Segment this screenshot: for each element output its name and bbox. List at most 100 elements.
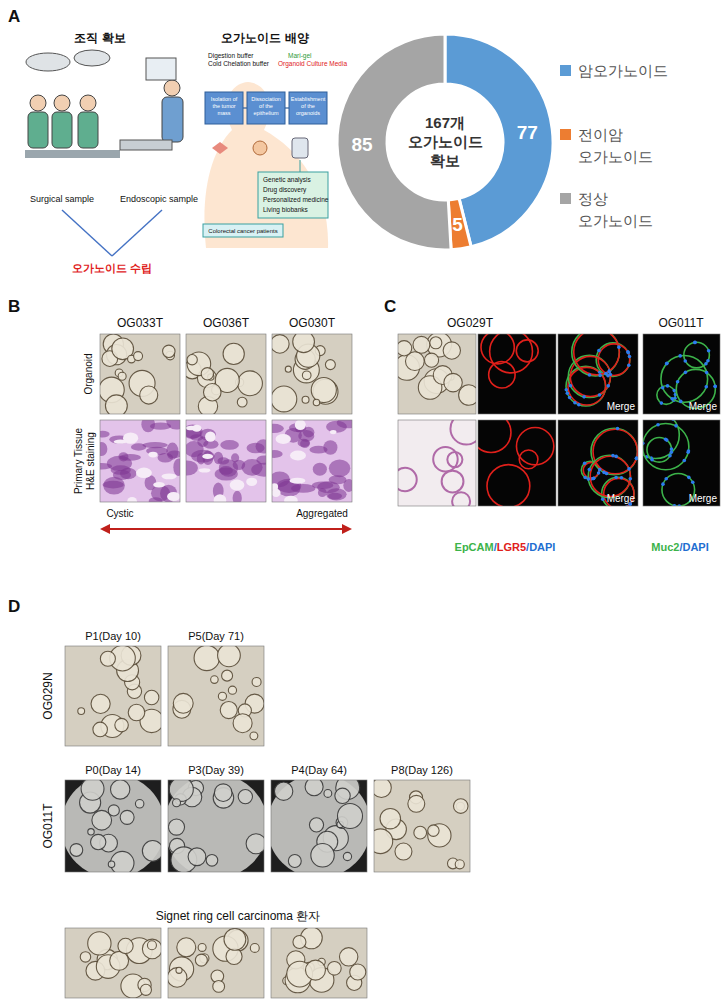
image-bg [271,928,367,998]
organoid [198,943,206,951]
organoid [293,334,315,353]
tissue [312,481,334,489]
image-frame [271,780,367,872]
field [271,780,367,872]
tissue [151,485,170,501]
micrograph [272,420,352,502]
nucleus [683,359,687,363]
line: 전이암 [578,126,623,143]
organoid [100,651,115,666]
spectrum-label: Cystic [106,508,133,519]
tissue [107,456,132,471]
lumen [123,432,138,443]
line: 정상 [578,190,608,207]
reagent: Digestion buffer [208,52,254,60]
row-label: OG029N [41,672,55,719]
image-frame [272,420,352,502]
tissue [291,484,315,493]
column-label: OG030T [289,316,336,330]
nucleus [588,373,592,377]
organoid [120,810,134,824]
timepoint: P1(Day 10) [85,630,141,642]
timepoint: P8(Day 126) [391,764,453,776]
reagent: Cold Chelation buffer [208,60,270,67]
organoid [246,834,264,854]
nucleus [614,476,618,480]
organoid [311,844,334,867]
organoid [195,954,207,966]
lumen [186,426,197,430]
nucleus [611,454,615,458]
sample-label: Surgical sample [30,194,94,204]
organoid [309,818,323,832]
tissue [103,477,125,495]
organoid [88,932,111,955]
organoid [187,355,197,365]
nucleus [626,351,630,355]
tissue [186,460,198,475]
nucleus [583,461,587,465]
line: organoids [296,110,320,116]
lumen [230,480,245,491]
micrograph [271,928,367,998]
image-bg [168,646,264,746]
organoid [115,718,129,732]
tissue [220,440,239,450]
image-frame [643,334,720,414]
nucleus [607,370,611,374]
image-bg [272,420,352,502]
lumen [214,494,227,502]
nucleus [650,458,654,462]
organoid [425,353,439,367]
micrograph [168,646,264,746]
tissue [447,452,462,467]
tissue [100,431,110,438]
organoid [88,829,94,835]
organoid [374,780,391,798]
data-label: 5 [452,214,463,235]
nucleus [673,504,677,506]
nucleus [582,395,586,399]
organoid [218,646,241,667]
nucleus [670,397,674,401]
tissue [203,451,214,466]
nucleus [661,386,665,390]
nucleus [635,457,638,461]
row-label: Organoid [83,353,94,394]
reagent: Mari-gel [288,52,312,60]
icon [212,142,228,154]
lumen [205,432,216,442]
organoid [413,336,430,353]
nucleus [614,455,618,459]
connector [300,160,301,172]
image-frame [398,420,476,506]
image-bg [186,334,266,414]
nucleus [587,477,591,481]
lumen [167,492,180,501]
line: 오가노이드 [578,212,653,229]
micrograph [558,334,638,414]
nucleus [678,354,682,358]
image-bg [643,334,720,414]
organoid [311,377,336,402]
tissue [186,425,203,439]
figure: ABCD조직 확보오가노이드 배양Surgical sampleEndoscop… [0,0,723,1001]
organoid [288,855,301,868]
field [168,780,264,872]
body [52,112,72,148]
tissue [442,471,464,493]
micrograph [65,646,161,746]
nucleus [674,424,678,428]
organoid [168,819,184,835]
application: Drug discovery [263,186,307,194]
tissue [219,466,233,475]
image-bg [643,420,720,506]
stain-name: LGR5 [497,541,526,553]
center-label: 167개 [425,114,465,131]
signal [590,456,630,496]
organoid [201,368,213,380]
connector [62,210,112,256]
organoid [250,943,259,952]
timepoint: P4(Day 64) [291,764,347,776]
nucleus [629,477,633,481]
